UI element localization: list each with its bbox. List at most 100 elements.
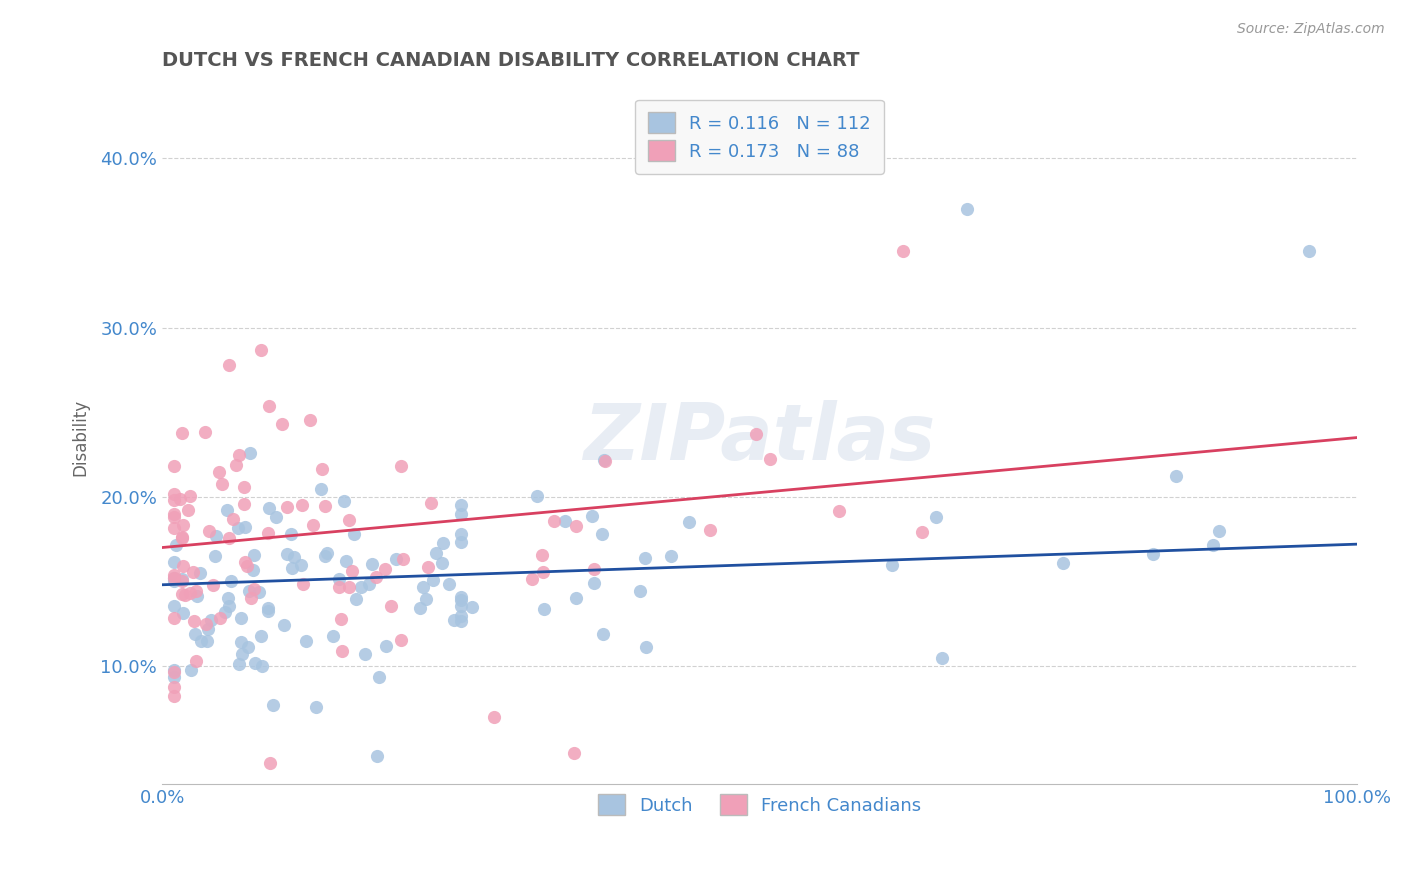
Point (214, 605, 236, 619)
Point (238, 640, 260, 654)
Point (450, 609, 472, 624)
Point (257, 500, 280, 515)
Point (430, 556, 453, 570)
Point (283, 550, 305, 565)
Point (231, 611, 253, 625)
Point (554, 515, 576, 529)
Point (200, 613, 222, 627)
Point (172, 558, 194, 573)
Point (176, 503, 198, 517)
Point (197, 622, 219, 636)
Point (179, 586, 201, 600)
Point (186, 654, 208, 668)
Point (186, 589, 208, 603)
Point (250, 629, 273, 643)
Point (225, 458, 247, 472)
Point (295, 634, 318, 648)
Point (195, 633, 218, 648)
Point (328, 580, 350, 594)
Point (240, 591, 263, 605)
Point (460, 599, 482, 614)
Point (335, 553, 357, 567)
Point (250, 658, 273, 673)
Point (543, 514, 565, 528)
Point (375, 640, 398, 654)
Point (340, 565, 363, 579)
Point (169, 491, 191, 506)
Point (163, 555, 186, 569)
Point (276, 500, 298, 514)
Point (1202, 538, 1225, 552)
Point (659, 549, 682, 564)
Point (218, 358, 240, 372)
Point (172, 518, 194, 533)
Point (257, 601, 280, 615)
Point (391, 552, 413, 566)
Point (257, 604, 280, 618)
Point (209, 611, 232, 625)
Point (219, 574, 242, 588)
Point (827, 504, 849, 518)
Point (758, 452, 780, 467)
Y-axis label: Disability: Disability (72, 399, 89, 476)
Point (343, 527, 366, 541)
Point (242, 563, 264, 577)
Point (299, 413, 322, 427)
Text: Source: ZipAtlas.com: Source: ZipAtlas.com (1237, 22, 1385, 37)
Point (163, 567, 186, 582)
Point (172, 573, 194, 587)
Point (163, 574, 186, 589)
Point (484, 710, 506, 724)
Point (172, 574, 194, 588)
Point (257, 525, 280, 540)
Point (281, 560, 304, 574)
Point (311, 462, 333, 476)
Point (163, 599, 186, 614)
Point (172, 425, 194, 440)
Point (891, 244, 914, 259)
Point (422, 573, 444, 587)
Point (432, 536, 454, 550)
Point (228, 521, 250, 535)
Point (565, 591, 588, 606)
Point (172, 531, 194, 545)
Point (202, 578, 225, 592)
Point (592, 627, 614, 641)
Point (1208, 524, 1230, 538)
Point (314, 500, 336, 514)
Point (531, 548, 554, 562)
Point (233, 555, 256, 569)
Point (302, 517, 325, 532)
Point (374, 562, 396, 576)
Point (380, 599, 402, 613)
Point (314, 549, 336, 564)
Text: DUTCH VS FRENCH CANADIAN DISABILITY CORRELATION CHART: DUTCH VS FRENCH CANADIAN DISABILITY CORR… (162, 51, 859, 70)
Point (450, 534, 472, 549)
Point (228, 448, 250, 462)
Point (1052, 556, 1074, 570)
Point (450, 614, 472, 628)
Point (273, 618, 295, 632)
Point (247, 584, 270, 599)
Point (222, 511, 245, 525)
Point (232, 480, 254, 494)
Point (628, 583, 651, 598)
Text: ZIPatlas: ZIPatlas (583, 400, 935, 475)
Legend: Dutch, French Canadians: Dutch, French Canadians (589, 785, 931, 824)
Point (190, 633, 212, 648)
Point (322, 629, 344, 643)
Point (264, 509, 287, 524)
Point (337, 580, 360, 594)
Point (359, 577, 381, 591)
Point (181, 566, 204, 580)
Point (880, 558, 903, 572)
Point (350, 580, 373, 594)
Point (389, 459, 412, 474)
Point (328, 572, 350, 586)
Point (564, 746, 586, 760)
Point (243, 657, 266, 671)
Point (526, 489, 548, 503)
Point (188, 566, 211, 580)
Point (163, 571, 186, 585)
Point (592, 526, 614, 541)
